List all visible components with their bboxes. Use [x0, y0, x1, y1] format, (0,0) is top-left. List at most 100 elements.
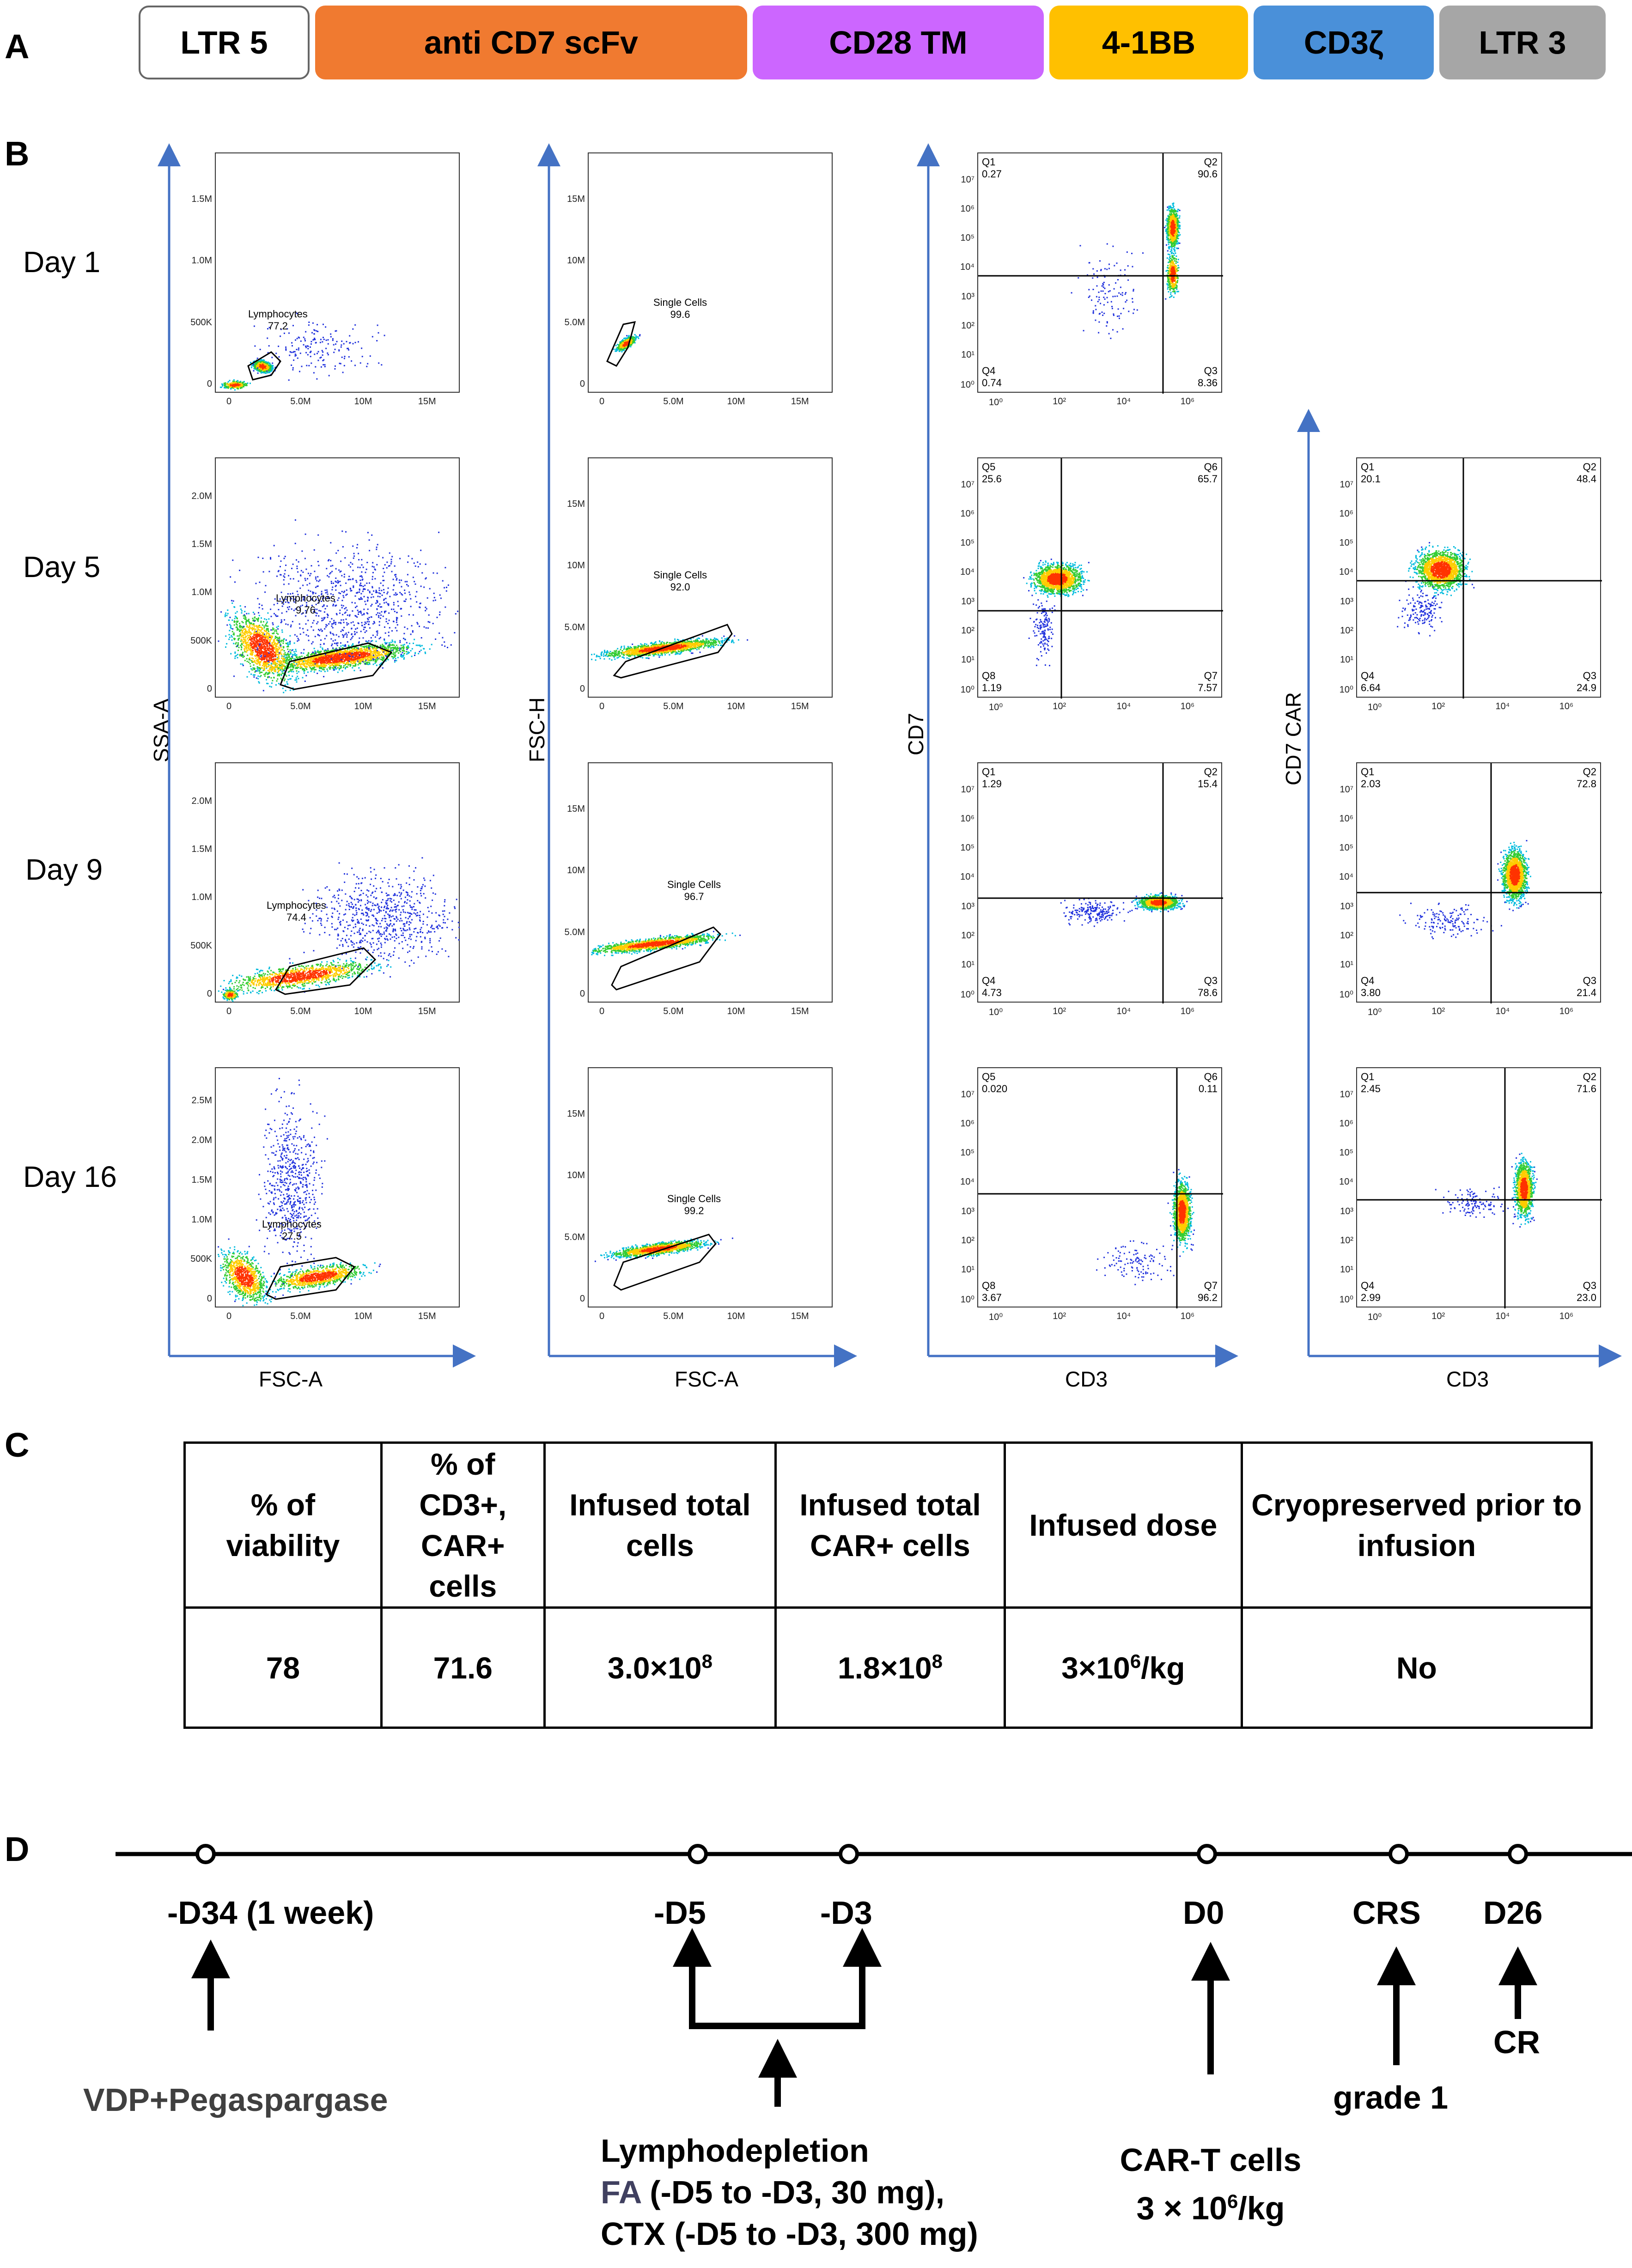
scatter-points: [219, 312, 385, 391]
tick-label: 10²: [1340, 626, 1353, 636]
gate-label: Single Cells 96.7: [667, 879, 721, 903]
tick-label: 10⁰: [989, 701, 1003, 713]
quadrant-percent: 21.4: [1577, 987, 1596, 999]
tick-label: 2.0M: [192, 491, 212, 502]
tick-label: 5.0M: [663, 1006, 683, 1017]
tick-label: 15M: [567, 194, 585, 205]
quadrant-percent: 15.4: [1198, 778, 1218, 790]
tick-label: 5.0M: [290, 1311, 311, 1322]
tick-label: 10²: [961, 321, 974, 331]
gate-percent: 96.7: [667, 891, 721, 903]
quadrant-percent: 0.74: [982, 377, 1002, 389]
tick-label: 10⁷: [961, 784, 974, 795]
table-header-cell: Infused dose: [1003, 1441, 1243, 1609]
tick-label: 10⁶: [1181, 396, 1194, 407]
timeline-label: -D34 (1 week): [167, 1894, 374, 1931]
tick-label: 10⁴: [960, 262, 974, 273]
quadrant-percent: 8.36: [1198, 377, 1218, 389]
quadrant-id: Q1: [1361, 1071, 1381, 1083]
timeline-label: D26: [1483, 1894, 1542, 1931]
tick-label: 1.5M: [192, 1175, 212, 1186]
tick-label: 1.5M: [192, 539, 212, 550]
tick-label: 10²: [1053, 396, 1066, 407]
quadrant-percent: 24.9: [1577, 682, 1596, 694]
gate-outline: [265, 1257, 356, 1300]
quadrant-percent: 2.45: [1361, 1083, 1381, 1095]
gate-label: Lymphocytes 9.76: [276, 592, 335, 616]
tick-label: 10M: [567, 865, 585, 876]
quadrant-label: Q7 96.2: [1198, 1280, 1218, 1304]
tick-label: 5.0M: [663, 701, 683, 712]
tick-label: 5.0M: [565, 622, 585, 633]
gate-name: Single Cells: [667, 879, 721, 891]
day-label: Day 5: [23, 550, 100, 584]
tick-label: 10⁴: [1339, 567, 1353, 578]
tick-label: 0: [599, 1006, 604, 1017]
quadrant-percent: 2.03: [1361, 778, 1381, 790]
tick-label: 0: [207, 379, 212, 389]
flow-plot: Lymphocytes 74.4: [215, 762, 460, 1003]
quadrant-label: Q8 3.67: [982, 1280, 1002, 1304]
day-label: Day 9: [25, 852, 103, 887]
gate-percent: 74.4: [267, 912, 326, 924]
quadrant-id: Q4: [1361, 670, 1381, 682]
tick-label: 0: [226, 1006, 231, 1017]
tick-label: 0: [207, 989, 212, 999]
construct-segment-ltr3: LTR 3: [1439, 6, 1606, 79]
tick-label: 10¹: [1340, 1265, 1353, 1275]
table-value-cell: 78: [183, 1606, 383, 1729]
tick-label: 15M: [418, 396, 436, 407]
tick-label: 10²: [1340, 930, 1353, 941]
car-t-dose-block: CAR-T cells 3 × 106/kg: [1095, 2139, 1326, 2229]
gate-label: Single Cells 92.0: [653, 569, 707, 593]
tick-label: 10M: [727, 396, 745, 407]
flow-plot: Q5 0.020 Q6 0.11 Q8 3.67 Q7 96.2: [977, 1067, 1223, 1308]
tick-label: 10⁷: [961, 1089, 974, 1100]
tick-label: 10M: [354, 1006, 372, 1017]
quadrant-percent: 0.020: [982, 1083, 1007, 1095]
tick-label: 10M: [354, 396, 372, 407]
quadrant-label: Q4 6.64: [1361, 670, 1381, 694]
tick-label: 10⁵: [1339, 1148, 1353, 1158]
tick-label: 1.0M: [192, 892, 212, 903]
table-header-cell: % of viability: [183, 1441, 383, 1609]
tick-label: 10⁰: [1368, 701, 1382, 713]
tick-label: 10³: [961, 596, 974, 607]
tick-label: 10⁶: [961, 1119, 974, 1129]
tick-label: 10²: [961, 1235, 974, 1246]
tick-label: 10¹: [961, 960, 974, 970]
timeline-label: CRS: [1352, 1894, 1421, 1931]
tick-label: 10²: [1053, 1311, 1066, 1322]
tick-label: 500K: [190, 636, 212, 646]
tick-label: 10²: [961, 930, 974, 941]
ctx-line: CTX (-D5 to -D3, 300 mg): [601, 2213, 978, 2255]
tick-label: 0: [580, 684, 585, 694]
tick-label: 10M: [567, 255, 585, 266]
quadrant-id: Q1: [1361, 461, 1381, 473]
quadrant-label: Q2 71.6: [1577, 1071, 1596, 1095]
cr-label: CR: [1493, 2024, 1540, 2061]
tick-label: 0: [226, 396, 231, 407]
table-value-cell: 3.0×108: [543, 1606, 777, 1729]
scatter-points: [978, 763, 1223, 1003]
tick-label: 15M: [567, 1109, 585, 1119]
flow-plot: Single Cells 96.7: [588, 762, 833, 1003]
tick-label: 10M: [354, 1311, 372, 1322]
tick-label: 10⁵: [1339, 843, 1353, 853]
tick-label: 0: [207, 1294, 212, 1304]
tick-label: 5.0M: [565, 317, 585, 328]
quadrant-percent: 1.19: [982, 682, 1002, 694]
quadrant-id: Q6: [1199, 1071, 1218, 1083]
quadrant-id: Q1: [982, 156, 1002, 168]
gate-percent: 27.5: [262, 1230, 322, 1242]
gate-percent: 99.6: [653, 309, 707, 321]
scatter-points: [1357, 458, 1602, 699]
quadrant-label: Q3 24.9: [1577, 670, 1596, 694]
tick-label: 10¹: [1340, 960, 1353, 970]
quadrant-label: Q2 48.4: [1577, 461, 1596, 485]
tick-label: 10⁵: [960, 1148, 974, 1158]
tick-label: 1.0M: [192, 255, 212, 266]
quadrant-label: Q2 72.8: [1577, 766, 1596, 790]
quadrant-label: Q3 21.4: [1577, 975, 1596, 999]
